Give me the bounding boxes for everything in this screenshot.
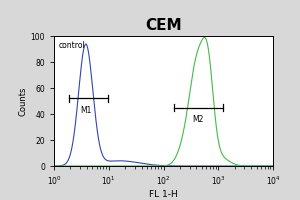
- Text: control: control: [58, 41, 85, 50]
- Text: M2: M2: [192, 115, 203, 124]
- Y-axis label: Counts: Counts: [19, 86, 28, 116]
- Title: CEM: CEM: [145, 18, 182, 33]
- Text: M1: M1: [80, 106, 92, 115]
- X-axis label: FL 1-H: FL 1-H: [149, 190, 178, 199]
